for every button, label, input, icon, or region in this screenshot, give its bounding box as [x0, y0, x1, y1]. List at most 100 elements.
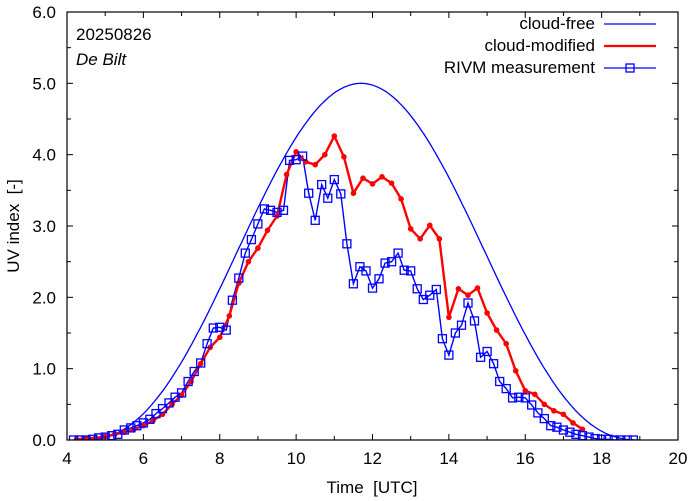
rivm-measurement-point	[393, 248, 403, 258]
rivm-measurement-point	[412, 284, 422, 294]
cloud-modified-point	[188, 378, 194, 385]
rivm-measurement-point	[367, 283, 378, 293]
cloud-modified-point	[369, 181, 376, 187]
cloud-modified-point	[455, 286, 462, 292]
x-tick-label: 20	[669, 449, 688, 468]
rivm-measurement-point	[444, 350, 454, 360]
rivm-measurement-point	[380, 258, 390, 268]
x-tick-label: 16	[516, 449, 535, 468]
rivm-measurement-point	[208, 323, 218, 333]
cloud-modified-point	[427, 222, 433, 229]
rivm-measurement-point	[259, 204, 270, 214]
rivm-measurement-point	[386, 257, 397, 267]
rivm-measurement-point	[329, 174, 339, 185]
rivm-measurement-point	[234, 273, 244, 283]
legend: cloud-free cloud-modified RIVM measureme…	[444, 14, 656, 77]
rivm-measurement-point	[495, 376, 505, 387]
cloud-modified-point	[226, 313, 233, 319]
rivm-measurement-point	[546, 421, 556, 431]
cloud-modified-point	[331, 133, 338, 139]
rivm-measurement-point	[310, 215, 320, 225]
rivm-measurement-point	[284, 155, 295, 166]
rivm-measurement-point	[437, 334, 448, 344]
legend-label-cloud-modified: cloud-modified	[484, 36, 595, 55]
cloud-modified-point	[360, 175, 366, 181]
series-cloud-free-line	[74, 82, 640, 440]
cloud-modified-point	[398, 196, 404, 202]
rivm-measurement-point	[590, 433, 600, 440]
x-tick-label: 8	[215, 449, 224, 468]
cloud-modified-point	[541, 401, 548, 408]
x-axis-label: Time [UTC]	[327, 478, 418, 497]
cloud-modified-point	[512, 368, 519, 374]
rivm-measurement-point	[616, 435, 626, 440]
cloud-modified-point	[465, 292, 471, 299]
cloud-modified-point	[236, 280, 242, 286]
rivm-measurement-point	[603, 434, 613, 440]
rivm-measurement-point	[100, 432, 110, 440]
rivm-measurement-point	[482, 346, 492, 357]
cloud-modified-point	[245, 258, 252, 265]
rivm-measurement-point	[348, 279, 359, 289]
cloud-modified-point	[407, 226, 414, 232]
station-annotation: De Bilt	[76, 50, 127, 69]
rivm-measurement-point	[240, 248, 250, 258]
y-tick-label: 0.0	[32, 431, 56, 450]
rivm-measurement-point	[265, 205, 276, 215]
rivm-measurement-point	[539, 413, 549, 424]
legend-label-rivm-measurement: RIVM measurement	[444, 58, 595, 77]
cloud-modified-point	[522, 388, 529, 394]
rivm-measurement-point	[323, 193, 333, 203]
x-tick-label: 18	[592, 449, 611, 468]
cloud-modified-point	[417, 236, 424, 242]
cloud-modified-point	[217, 334, 223, 341]
rivm-measurement-point	[463, 298, 473, 308]
cloud-modified-point	[436, 236, 443, 242]
rivm-measurement-point	[196, 358, 206, 368]
rivm-measurement-point	[317, 179, 327, 190]
rivm-measurement-point	[132, 421, 142, 431]
rivm-measurement-point	[552, 422, 562, 432]
cloud-modified-point	[503, 340, 510, 347]
rivm-measurement-point	[450, 328, 461, 338]
rivm-measurement-point	[399, 265, 409, 275]
rivm-measurement-point	[361, 266, 371, 276]
cloud-modified-point	[293, 149, 299, 155]
rivm-measurement-point	[584, 432, 594, 440]
cloud-modified-point	[484, 310, 490, 316]
rivm-measurement-point	[374, 274, 384, 284]
cloud-modified-point	[446, 314, 452, 321]
rivm-measurement-point	[571, 429, 581, 439]
cloud-modified-point	[350, 190, 357, 196]
series-cloud-modified-line	[76, 134, 584, 440]
rivm-measurement-point	[215, 322, 225, 332]
rivm-measurement-point	[81, 435, 91, 440]
cloud-modified-point	[283, 171, 290, 178]
legend-marker-rivm-measurement	[625, 63, 635, 73]
rivm-measurement-point	[126, 423, 136, 433]
rivm-measurement-point	[221, 325, 231, 335]
rivm-measurement-point	[342, 239, 352, 249]
rivm-measurement-point	[183, 376, 193, 387]
rivm-measurement-point	[176, 388, 187, 398]
rivm-measurement-point	[565, 427, 575, 437]
cloud-modified-point	[493, 327, 500, 333]
cloud-modified-point	[579, 426, 586, 433]
legend-label-cloud-free: cloud-free	[519, 14, 595, 33]
rivm-measurement-point	[189, 366, 199, 377]
rivm-measurement-point	[272, 207, 282, 218]
rivm-measurement-point	[628, 435, 638, 440]
rivm-measurement-point	[145, 414, 155, 424]
rivm-measurement-point	[431, 284, 441, 295]
rivm-measurement-point	[336, 189, 346, 199]
rivm-measurement-point	[278, 205, 289, 215]
rivm-measurement-point	[164, 398, 174, 408]
cloud-modified-point	[83, 435, 89, 440]
x-tick-label: 6	[139, 449, 148, 468]
rivm-measurement-point	[475, 352, 486, 362]
rivm-measurement-point	[151, 408, 161, 419]
rivm-measurement-point	[253, 219, 263, 229]
y-tick-label: 5.0	[32, 74, 56, 93]
rivm-measurement-point	[406, 266, 416, 276]
cloud-modified-point	[197, 360, 204, 367]
